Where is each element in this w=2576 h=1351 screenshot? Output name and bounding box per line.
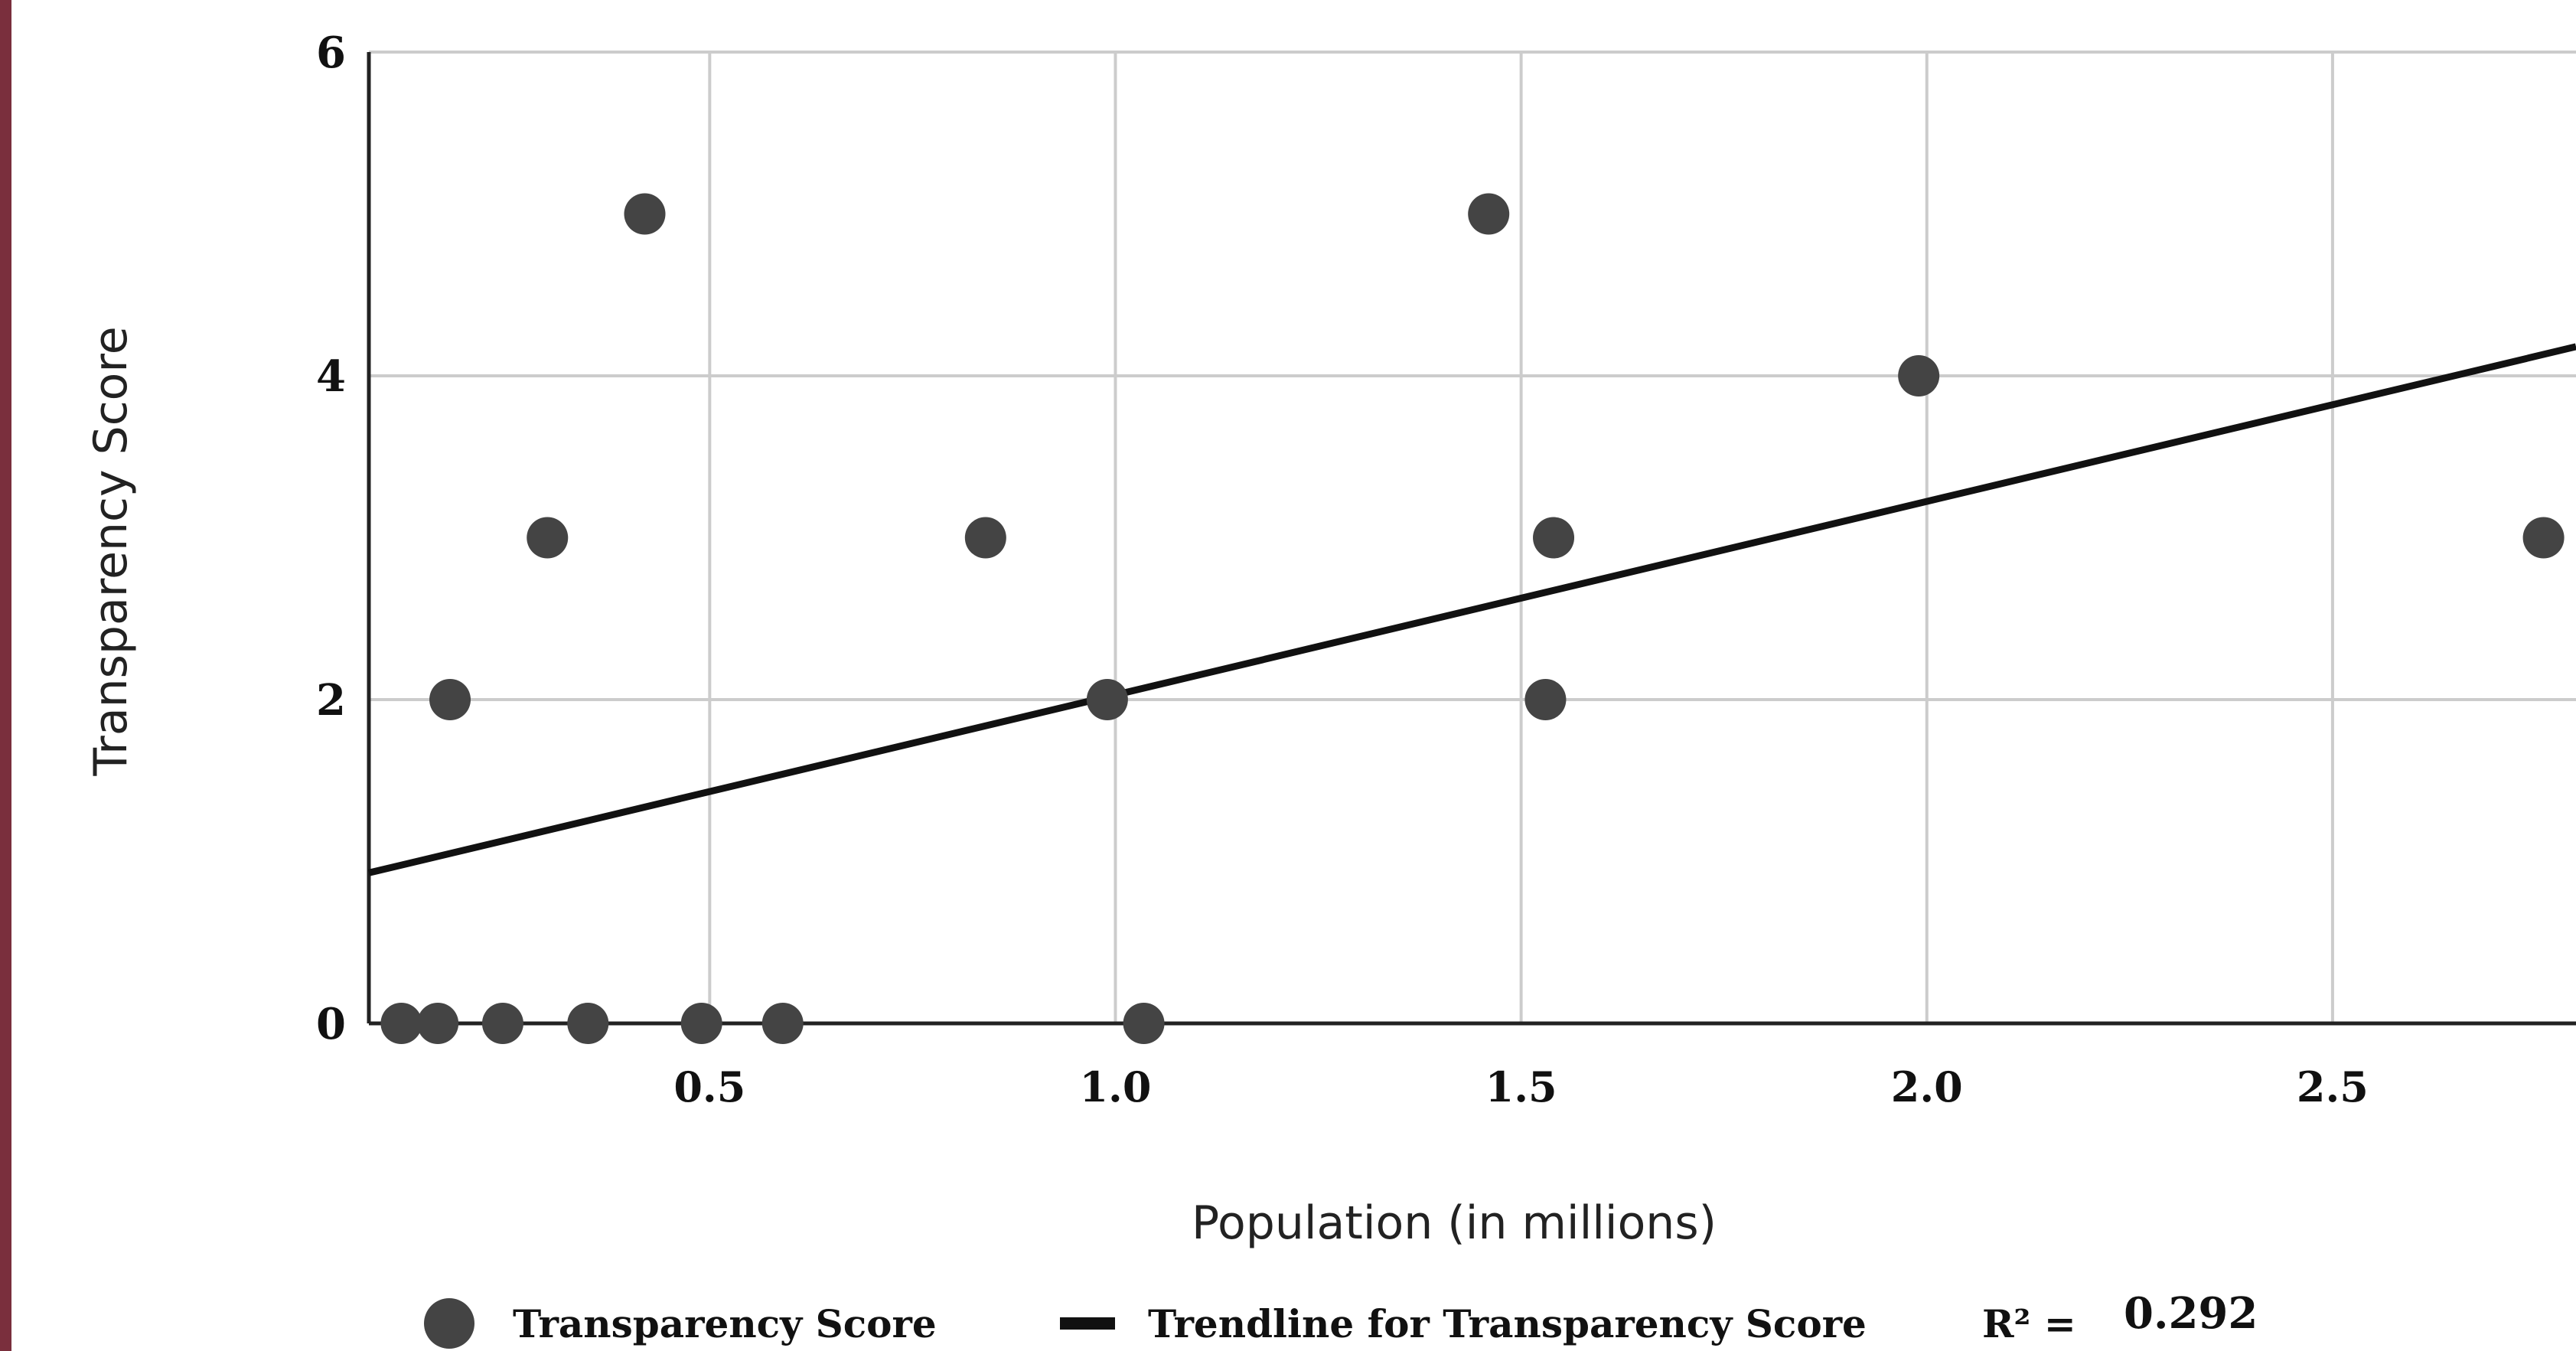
y-axis-title: Transparency Score <box>84 326 138 776</box>
data-point-0 <box>380 1003 422 1044</box>
data-point-6 <box>1123 1003 1165 1044</box>
data-point-7 <box>429 679 471 720</box>
data-point-12 <box>1468 193 1510 235</box>
legend-marker-trendline <box>1060 1317 1115 1330</box>
data-point-11 <box>1086 679 1128 720</box>
data-point-16 <box>2522 517 2565 559</box>
x-axis-title: Population (in millions) <box>1192 1196 1717 1250</box>
x-tick-label-4: 2.5 <box>2297 1062 2369 1111</box>
data-point-5 <box>761 1003 804 1044</box>
x-tick-label-1: 1.0 <box>1079 1062 1151 1111</box>
x-tick-label-3: 2.0 <box>1891 1062 1963 1111</box>
grid-lines <box>369 51 2576 1023</box>
data-point-9 <box>624 193 666 235</box>
data-point-8 <box>527 517 569 559</box>
x-tick-label-0: 0.5 <box>673 1062 745 1111</box>
left-border-bar <box>0 0 11 1351</box>
y-tick-label-2: 4 <box>316 351 346 402</box>
y-tick-labels: 0 2 4 6 <box>316 28 346 1049</box>
data-point-4 <box>680 1003 722 1044</box>
y-tick-label-0: 0 <box>316 999 346 1049</box>
trendline <box>367 343 2576 876</box>
legend-label-scatter: Transparency Score <box>513 1301 937 1346</box>
x-tick-labels: 0.5 1.0 1.5 2.0 2.5 <box>673 1062 2369 1111</box>
data-point-15 <box>1898 355 1940 396</box>
data-points <box>380 193 2565 1044</box>
x-tick-label-2: 1.5 <box>1485 1062 1557 1111</box>
legend-marker-scatter <box>424 1298 474 1349</box>
data-point-3 <box>567 1003 609 1044</box>
legend-label-trendline: Trendline for Transparency Score <box>1148 1301 1867 1346</box>
legend-r2-value: 0.292 <box>2124 1288 2258 1339</box>
data-point-13 <box>1524 679 1567 720</box>
y-tick-label-1: 2 <box>316 675 346 726</box>
legend-r2-label: R² = <box>1982 1301 2076 1346</box>
legend: Transparency Score Trendline for Transpa… <box>424 1288 2258 1349</box>
data-point-2 <box>481 1003 523 1044</box>
trendline-layer <box>367 343 2576 876</box>
data-point-10 <box>964 517 1006 559</box>
y-tick-label-3: 6 <box>316 28 346 78</box>
data-point-14 <box>1533 517 1575 559</box>
axes <box>367 52 2576 1026</box>
data-point-1 <box>417 1003 459 1044</box>
